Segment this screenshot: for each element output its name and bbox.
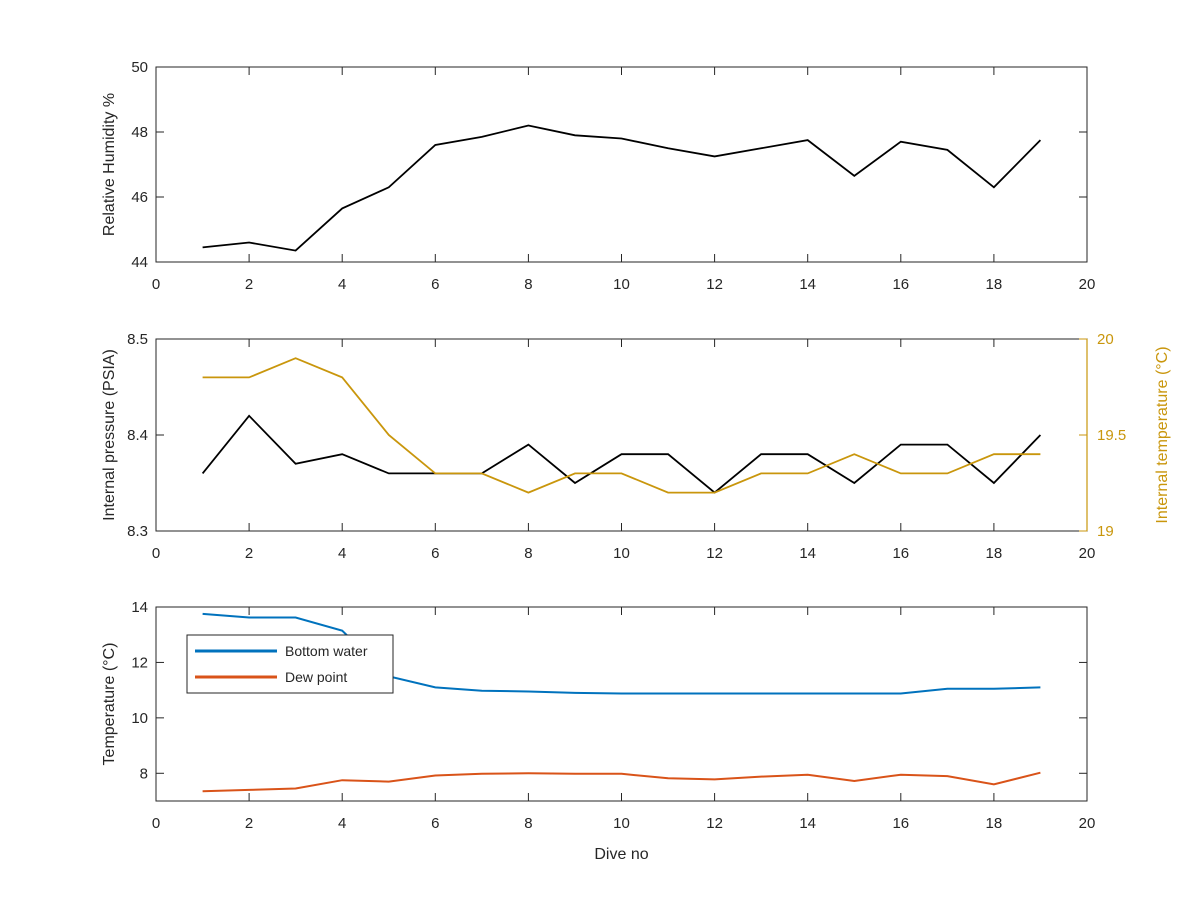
- y-tick-label: 44: [131, 254, 148, 271]
- x-tick-label: 4: [338, 815, 346, 832]
- chart-panel-3: 0 2 4 6 8 10 12 14 16 18 20 8 10 12 14 Temperature (°C)…: [101, 599, 1095, 863]
- legend-box: [186, 634, 394, 694]
- series-line-1: [202, 124, 1042, 252]
- legend-label: Dew point: [285, 669, 347, 685]
- x-tick-label: 8: [524, 545, 532, 562]
- y-axis-label: Relative Humidity %: [101, 93, 118, 236]
- x-tick-label: 2: [245, 276, 253, 293]
- series-line-2: [202, 771, 1041, 793]
- x-tick-label: 8: [524, 276, 532, 293]
- x-tick-label: 12: [706, 815, 723, 832]
- y-tick-label: 8.3: [127, 523, 148, 540]
- x-tick-label: 2: [245, 815, 253, 832]
- x-tick-label: 16: [892, 276, 909, 293]
- y-tick-label: 8.5: [127, 331, 148, 348]
- y2-axis-label: Internal temperature (°C): [1154, 346, 1171, 523]
- x-tick-label: 0: [152, 276, 160, 293]
- x-tick-label: 20: [1079, 545, 1096, 562]
- y-tick-label: 46: [131, 189, 148, 206]
- x-tick-label: 14: [799, 545, 816, 562]
- x-tick-label: 0: [152, 815, 160, 832]
- y-tick-label: 48: [131, 124, 148, 141]
- x-tick-label: 4: [338, 545, 346, 562]
- plot-area: [155, 338, 1088, 532]
- series-line-1: [201, 414, 1042, 494]
- y2-tick-label: 19: [1097, 523, 1114, 540]
- x-tick-label: 4: [338, 276, 346, 293]
- x-tick-label: 18: [986, 815, 1003, 832]
- x-tick-label: 10: [613, 815, 630, 832]
- legend: Bottom water Dew point: [186, 634, 394, 694]
- series-line-1: [202, 612, 1041, 695]
- x-tick-label: 20: [1079, 815, 1096, 832]
- x-tick-label: 6: [431, 276, 439, 293]
- x-tick-label: 2: [245, 545, 253, 562]
- y-tick-label: 50: [131, 59, 148, 76]
- x-tick-label: 6: [431, 545, 439, 562]
- x-tick-label: 14: [799, 815, 816, 832]
- x-tick-label: 14: [799, 276, 816, 293]
- y-tick-label: 8: [140, 765, 148, 782]
- x-tick-label: 8: [524, 815, 532, 832]
- y-axis-label: Internal pressure (PSIA): [101, 349, 118, 521]
- x-tick-label: 16: [892, 545, 909, 562]
- x-tick-label: 18: [986, 276, 1003, 293]
- x-tick-label: 16: [892, 815, 909, 832]
- y-tick-label: 14: [131, 599, 148, 616]
- x-tick-label: 0: [152, 545, 160, 562]
- y2-tick-label: 20: [1097, 331, 1114, 348]
- y-tick-label: 8.4: [127, 427, 148, 444]
- x-tick-label: 20: [1079, 276, 1096, 293]
- y2-tick-label: 19.5: [1097, 427, 1126, 444]
- plot-area: [155, 66, 1088, 263]
- x-tick-label: 6: [431, 815, 439, 832]
- x-tick-label: 18: [986, 545, 1003, 562]
- y-tick-label: 12: [131, 654, 148, 671]
- y-tick-label: 10: [131, 710, 148, 727]
- legend-label: Bottom water: [285, 643, 368, 659]
- chart-panel-2: 0 2 4 6 8 10 12 14 16 18 20 8.3 8.4 8.5 Internal press…: [101, 331, 1171, 562]
- x-tick-label: 10: [613, 545, 630, 562]
- x-tick-label: 10: [613, 276, 630, 293]
- x-axis-label: Dive no: [594, 846, 648, 863]
- x-tick-label: 12: [706, 545, 723, 562]
- x-tick-label: 12: [706, 276, 723, 293]
- series-line-2: [202, 357, 1041, 494]
- y-axis-label: Temperature (°C): [101, 643, 118, 766]
